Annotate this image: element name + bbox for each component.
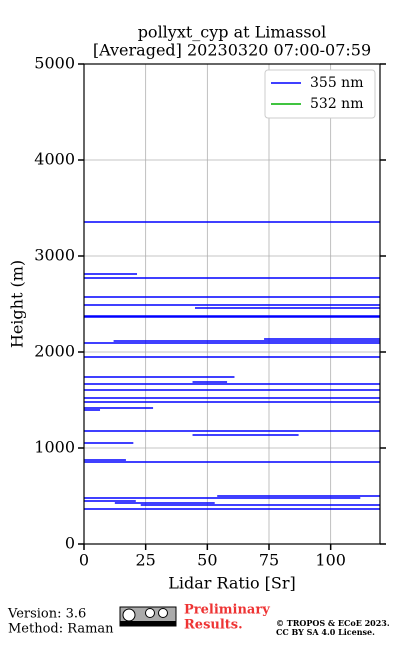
x-tick-label: 50 (197, 551, 217, 570)
y-tick-label: 5000 (34, 54, 75, 73)
legend-label: 355 nm (310, 75, 363, 91)
version: Version: 3.6 (7, 607, 86, 622)
plot-area (84, 221, 380, 510)
x-tick-label: 0 (79, 551, 89, 570)
legend-box (264, 69, 376, 119)
chart-subtitle: [Averaged] 20230320 07:00-07:59 (93, 41, 371, 60)
copyright: CC BY SA 4.0 License. (276, 627, 375, 637)
preliminary: Results. (184, 618, 243, 633)
y-tick-label: 3000 (34, 246, 75, 265)
y-tick-label: 2000 (34, 342, 75, 361)
profile-line (84, 221, 380, 510)
method: Method: Raman (8, 622, 114, 637)
chart-title: pollyxt_cyp at Limassol (138, 23, 327, 42)
cc-logo (119, 606, 177, 627)
x-tick-label: 25 (135, 551, 155, 570)
y-tick-label: 4000 (34, 150, 75, 169)
legend-label: 532 nm (310, 96, 363, 112)
x-tick-label: 100 (315, 551, 346, 570)
copyright: © TROPOS & ECoE 2023. (276, 618, 390, 628)
plot-frame (83, 63, 381, 545)
preliminary: Preliminary (184, 603, 270, 618)
y-tick-label: 1000 (34, 438, 75, 457)
y-tick-label: 0 (65, 534, 75, 553)
x-axis-label: Lidar Ratio [Sr] (168, 574, 296, 593)
y-axis-label: Height (m) (8, 260, 27, 348)
x-tick-label: 75 (259, 551, 279, 570)
